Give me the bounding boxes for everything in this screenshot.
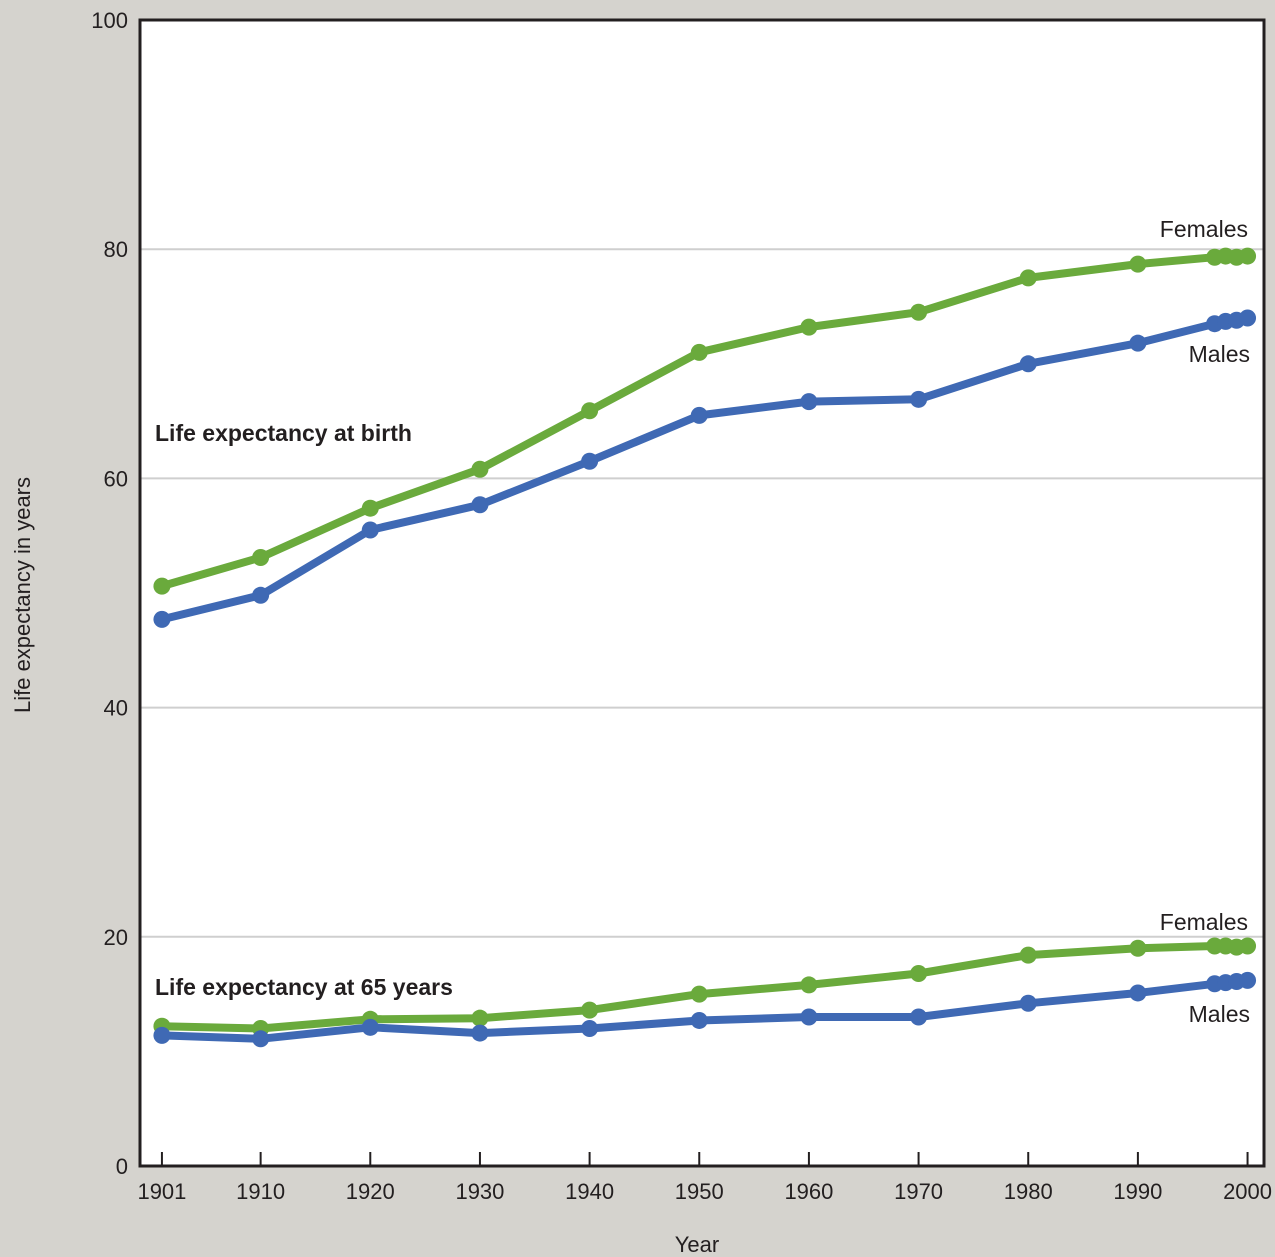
point-birth-females-2000 [1239,247,1257,265]
point-birth-females-1980 [1019,269,1037,287]
plot-area [140,20,1264,1166]
x-tick-label-1970: 1970 [894,1179,943,1204]
point-age65-females-1970 [910,964,928,982]
point-birth-females-1970 [910,303,928,321]
point-birth-males-1990 [1129,334,1147,352]
x-tick-label-1980: 1980 [1004,1179,1053,1204]
series-age65-males [153,971,1257,1048]
point-birth-males-1960 [800,393,818,411]
x-tick-label-1940: 1940 [565,1179,614,1204]
point-birth-females-1960 [800,318,818,336]
point-age65-males-1910 [252,1030,270,1048]
label-age65-females: Females [1160,909,1248,935]
point-age65-females-1940 [581,1001,599,1019]
x-tick-label-1960: 1960 [784,1179,833,1204]
series [153,247,1257,1048]
point-birth-males-1950 [690,406,708,424]
point-birth-females-1950 [690,343,708,361]
x-tick-label-1920: 1920 [346,1179,395,1204]
x-tick-label-1950: 1950 [675,1179,724,1204]
x-tick-label-1901: 1901 [137,1179,186,1204]
y-tick-label-80: 80 [104,237,128,262]
y-tick-label-20: 20 [104,925,128,950]
series-birth-males [153,309,1257,628]
x-tick-label-2000: 2000 [1223,1179,1272,1204]
point-birth-males-1980 [1019,355,1037,373]
y-tick-label-60: 60 [104,466,128,491]
point-age65-males-1940 [581,1019,599,1037]
point-age65-females-1930 [471,1009,489,1027]
series-birth-females [153,247,1257,595]
point-birth-females-1930 [471,460,489,478]
y-axis-title: Life expectancy in years [10,477,35,713]
point-birth-females-1940 [581,402,599,420]
point-birth-females-1910 [252,548,270,566]
point-age65-females-1980 [1019,946,1037,964]
point-birth-males-1940 [581,452,599,470]
point-age65-males-1970 [910,1008,928,1026]
plot-frame [138,18,1266,1168]
annotation-life-expectancy-at-65: Life expectancy at 65 years [155,974,453,1000]
point-age65-males-1950 [690,1011,708,1029]
point-birth-males-1920 [361,521,379,539]
point-age65-females-1960 [800,976,818,994]
x-tick-label-1930: 1930 [455,1179,504,1204]
point-age65-males-1960 [800,1008,818,1026]
x-axis-title: Year [675,1232,719,1257]
label-age65-males: Males [1189,1001,1250,1027]
point-age65-females-2000 [1239,937,1257,955]
y-tick-label-0: 0 [116,1154,128,1179]
point-age65-females-1950 [690,985,708,1003]
point-age65-males-1920 [361,1018,379,1036]
point-birth-males-1910 [252,586,270,604]
point-age65-males-2000 [1239,971,1257,989]
point-birth-males-2000 [1239,309,1257,327]
axes: 0 20 40 60 80 100 1901 1910 1920 1930 1940 1950 1960… [91,8,1272,1204]
gridlines [140,248,1264,938]
x-tick-label-1910: 1910 [236,1179,285,1204]
point-age65-males-1980 [1019,994,1037,1012]
label-birth-males: Males [1189,341,1250,367]
y-tick-label-100: 100 [91,8,128,33]
point-age65-females-1990 [1129,939,1147,957]
point-birth-males-1901 [153,610,171,628]
x-tick-label-1990: 1990 [1113,1179,1162,1204]
label-birth-females: Females [1160,216,1248,242]
point-birth-females-1901 [153,577,171,595]
point-birth-females-1990 [1129,255,1147,273]
annotation-life-expectancy-at-birth: Life expectancy at birth [155,420,412,446]
point-birth-males-1930 [471,496,489,514]
point-birth-females-1920 [361,499,379,517]
point-birth-males-1970 [910,390,928,408]
point-age65-males-1930 [471,1024,489,1042]
point-age65-males-1990 [1129,984,1147,1002]
point-age65-males-1901 [153,1026,171,1044]
y-tick-label-40: 40 [104,696,128,721]
